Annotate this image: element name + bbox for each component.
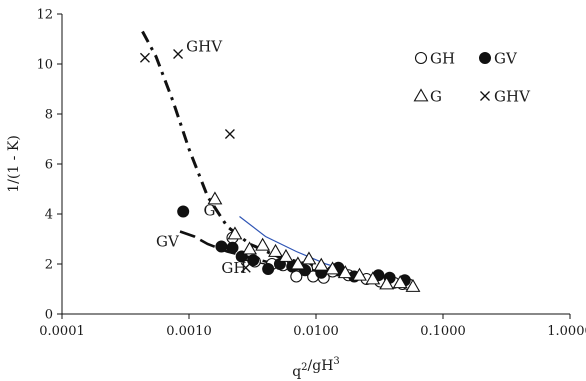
data-point-ghv xyxy=(173,49,184,59)
data-points xyxy=(139,49,421,292)
curve-label-g: G xyxy=(203,201,215,219)
data-point-gv xyxy=(226,241,239,254)
legend-label-g: G xyxy=(430,88,442,106)
data-point-ghv xyxy=(240,262,251,273)
legend-marker-g xyxy=(413,88,429,102)
data-point-g xyxy=(405,278,421,292)
data-point-g xyxy=(268,243,283,257)
y-tick-label: 10 xyxy=(36,58,53,73)
data-point-g xyxy=(392,275,408,289)
data-point-gh xyxy=(290,270,303,283)
x-tick-label: 0.0100 xyxy=(293,324,339,339)
x-axis-title: q2/gH3 xyxy=(292,356,340,380)
curve-label-gh: GH xyxy=(221,259,246,277)
legend-label-ghv: GHV xyxy=(494,88,531,106)
data-point-g xyxy=(227,226,243,240)
data-point-ghv xyxy=(224,129,235,139)
x-tick-label: 0.1000 xyxy=(420,324,466,339)
data-point-g xyxy=(365,271,381,285)
data-point-g xyxy=(379,276,395,290)
data-point-gv xyxy=(177,205,190,218)
series-g xyxy=(207,191,421,292)
y-axis-title: 1/(1 - K) xyxy=(6,135,22,193)
data-point-g xyxy=(301,251,317,265)
x-tick-label: 0.0010 xyxy=(166,324,212,339)
data-point-g xyxy=(313,257,329,271)
y-tick-label: 6 xyxy=(45,158,53,173)
data-point-g xyxy=(278,248,294,262)
curve-label-gv: GV xyxy=(156,233,180,251)
y-tick-label: 2 xyxy=(45,258,53,273)
fit-curves xyxy=(141,30,415,288)
y-tick-label: 12 xyxy=(36,8,53,23)
annotations: GHV G GV GH xyxy=(156,38,246,277)
data-point-g xyxy=(207,191,223,205)
legend-marker-gv xyxy=(479,52,491,64)
data-point-g xyxy=(352,267,367,281)
legend-label-gh: GH xyxy=(430,50,455,68)
data-point-ghv xyxy=(139,52,150,63)
legend-marker-gh xyxy=(414,51,428,65)
y-tick-label: 8 xyxy=(45,108,53,123)
data-point-g xyxy=(290,256,306,270)
data-point-gv xyxy=(215,240,228,253)
legend-marker-ghv xyxy=(480,91,490,101)
data-point-g xyxy=(255,237,271,251)
data-point-gv xyxy=(247,254,260,267)
data-point-g xyxy=(242,241,258,255)
curve-label-ghv: GHV xyxy=(186,38,223,56)
x-tick-label: 0.0001 xyxy=(39,324,85,339)
fit-curve-ghv xyxy=(141,30,317,268)
y-tick-label: 0 xyxy=(45,308,53,323)
legend: GH GV G GHV xyxy=(413,50,531,106)
y-tick-label: 4 xyxy=(45,208,53,223)
data-point-g xyxy=(325,261,341,275)
data-point-g xyxy=(337,265,353,279)
legend-label-gv: GV xyxy=(494,50,518,68)
series-ghv xyxy=(139,49,251,273)
data-point-gv xyxy=(262,263,275,275)
